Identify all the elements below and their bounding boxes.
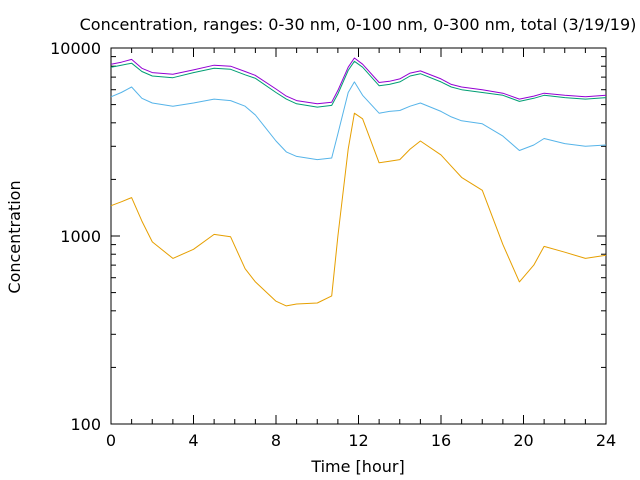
series-line-4 bbox=[110, 57, 607, 105]
y-tick-label: 10000 bbox=[50, 39, 101, 58]
x-tick-label: 24 bbox=[596, 431, 616, 450]
chart-title: Concentration, ranges: 0-30 nm, 0-100 nm… bbox=[80, 15, 637, 34]
axis-ticks bbox=[110, 47, 607, 425]
x-tick-label: 12 bbox=[348, 431, 368, 450]
x-tick-labels: 0 4 8 12 16 20 24 bbox=[106, 431, 616, 450]
x-axis-label: Time [hour] bbox=[310, 457, 404, 476]
series-lines bbox=[110, 57, 607, 307]
x-tick-label: 20 bbox=[513, 431, 533, 450]
x-tick-label: 0 bbox=[106, 431, 116, 450]
x-tick-label: 4 bbox=[188, 431, 198, 450]
y-axis-label: Concentration bbox=[5, 180, 24, 293]
series-line-3 bbox=[110, 60, 607, 108]
x-tick-label: 16 bbox=[431, 431, 451, 450]
y-tick-label: 1000 bbox=[60, 227, 101, 246]
y-tick-labels: 100 1000 10000 bbox=[50, 39, 101, 434]
series-line-1 bbox=[110, 112, 607, 307]
x-tick-label: 8 bbox=[271, 431, 281, 450]
series-line-2 bbox=[110, 81, 607, 161]
y-tick-label: 100 bbox=[70, 415, 101, 434]
